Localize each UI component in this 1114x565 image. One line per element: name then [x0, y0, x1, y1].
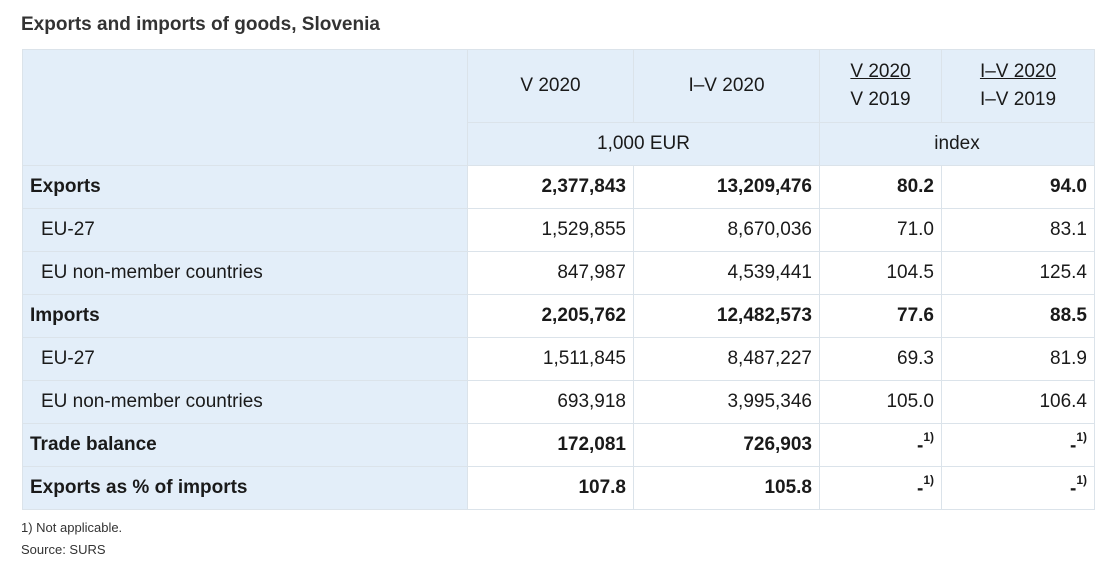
- table-row: Exports as % of imports 107.8 105.8 -1) …: [22, 466, 1095, 510]
- cell-index-iv: 81.9: [941, 337, 1095, 381]
- footnote-mark: 1): [923, 472, 934, 487]
- not-applicable-dash: -: [1070, 478, 1077, 500]
- not-applicable-dash: -: [917, 478, 924, 500]
- cell-v2020: 1,529,855: [467, 208, 634, 252]
- row-label: EU non-member countries: [22, 251, 468, 295]
- row-label: EU-27: [22, 337, 468, 381]
- header-index-iv-num: I–V 2020: [979, 61, 1057, 82]
- cell-v2020: 2,205,762: [467, 294, 634, 338]
- source-note: Source: SURS: [21, 542, 106, 557]
- cell-index-iv: -1): [941, 423, 1095, 467]
- not-applicable-dash: -: [1070, 435, 1077, 457]
- cell-v2020: 172,081: [467, 423, 634, 467]
- table-row: EU non-member countries 693,918 3,995,34…: [22, 380, 1095, 424]
- unit-eur: 1,000 EUR: [467, 122, 820, 166]
- row-label: Exports: [22, 165, 468, 209]
- header-corner: [22, 49, 468, 166]
- cell-iv2020: 8,487,227: [633, 337, 820, 381]
- table-row: Exports 2,377,843 13,209,476 80.2 94.0: [22, 165, 1095, 209]
- cell-index-v: 77.6: [819, 294, 942, 338]
- header-index-v-num: V 2020: [850, 61, 911, 82]
- cell-v2020: 693,918: [467, 380, 634, 424]
- cell-index-v: -1): [819, 466, 942, 510]
- cell-iv2020: 3,995,346: [633, 380, 820, 424]
- row-label: Imports: [22, 294, 468, 338]
- header-index-iv-den: I–V 2019: [979, 89, 1057, 110]
- header-row: V 2020 I–V 2020 V 2020 V 2019 I–V 2020 I…: [22, 49, 1095, 166]
- cell-v2020: 107.8: [467, 466, 634, 510]
- cell-v2020: 2,377,843: [467, 165, 634, 209]
- unit-row: 1,000 EUR index: [23, 122, 1095, 166]
- footnote-mark: 1): [1076, 472, 1087, 487]
- cell-iv2020: 8,670,036: [633, 208, 820, 252]
- footnote: 1) Not applicable.: [21, 520, 123, 535]
- header-index-v-den: V 2019: [850, 89, 911, 110]
- cell-index-iv: 106.4: [941, 380, 1095, 424]
- cell-index-v: 104.5: [819, 251, 942, 295]
- not-applicable-dash: -: [917, 435, 924, 457]
- cell-iv2020: 12,482,573: [633, 294, 820, 338]
- cell-index-iv: 94.0: [941, 165, 1095, 209]
- unit-index: index: [819, 122, 1095, 166]
- cell-index-iv: 88.5: [941, 294, 1095, 338]
- cell-iv2020: 105.8: [633, 466, 820, 510]
- table-row: Trade balance 172,081 726,903 -1) -1): [22, 423, 1095, 467]
- cell-iv2020: 4,539,441: [633, 251, 820, 295]
- row-label: EU non-member countries: [22, 380, 468, 424]
- row-label: Exports as % of imports: [22, 466, 468, 510]
- cell-index-iv: 83.1: [941, 208, 1095, 252]
- table-row: Imports 2,205,762 12,482,573 77.6 88.5: [22, 294, 1095, 338]
- cell-iv2020: 13,209,476: [633, 165, 820, 209]
- cell-index-v: -1): [819, 423, 942, 467]
- cell-iv2020: 726,903: [633, 423, 820, 467]
- header-index-iv: I–V 2020 I–V 2019: [941, 49, 1095, 123]
- header-index-v: V 2020 V 2019: [819, 49, 942, 123]
- header-iv2020: I–V 2020: [633, 49, 820, 123]
- cell-v2020: 847,987: [467, 251, 634, 295]
- cell-index-v: 105.0: [819, 380, 942, 424]
- cell-index-v: 71.0: [819, 208, 942, 252]
- row-label: EU-27: [22, 208, 468, 252]
- table-row: EU-27 1,511,845 8,487,227 69.3 81.9: [22, 337, 1095, 381]
- footnote-mark: 1): [1076, 429, 1087, 444]
- table-row: EU non-member countries 847,987 4,539,44…: [22, 251, 1095, 295]
- cell-index-v: 80.2: [819, 165, 942, 209]
- trade-table: V 2020 I–V 2020 V 2020 V 2019 I–V 2020 I…: [22, 49, 1095, 510]
- cell-index-v: 69.3: [819, 337, 942, 381]
- header-v2020: V 2020: [467, 49, 634, 123]
- footnote-mark: 1): [923, 429, 934, 444]
- cell-v2020: 1,511,845: [467, 337, 634, 381]
- cell-index-iv: 125.4: [941, 251, 1095, 295]
- cell-index-iv: -1): [941, 466, 1095, 510]
- row-label: Trade balance: [22, 423, 468, 467]
- table-title: Exports and imports of goods, Slovenia: [21, 14, 380, 35]
- table-row: EU-27 1,529,855 8,670,036 71.0 83.1: [22, 208, 1095, 252]
